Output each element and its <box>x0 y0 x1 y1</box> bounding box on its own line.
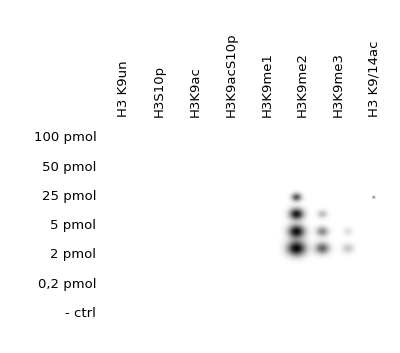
Text: H3 K9un: H3 K9un <box>117 61 130 118</box>
Text: H3 K9/14ac: H3 K9/14ac <box>368 41 381 118</box>
Text: H3K9me1: H3K9me1 <box>260 52 273 118</box>
Text: H3K9acS10p: H3K9acS10p <box>225 33 238 118</box>
Text: H3K9ac: H3K9ac <box>189 66 202 118</box>
Text: H3K9me3: H3K9me3 <box>332 52 345 118</box>
Text: H3S10p: H3S10p <box>153 65 166 118</box>
Text: H3K9me2: H3K9me2 <box>296 52 309 118</box>
